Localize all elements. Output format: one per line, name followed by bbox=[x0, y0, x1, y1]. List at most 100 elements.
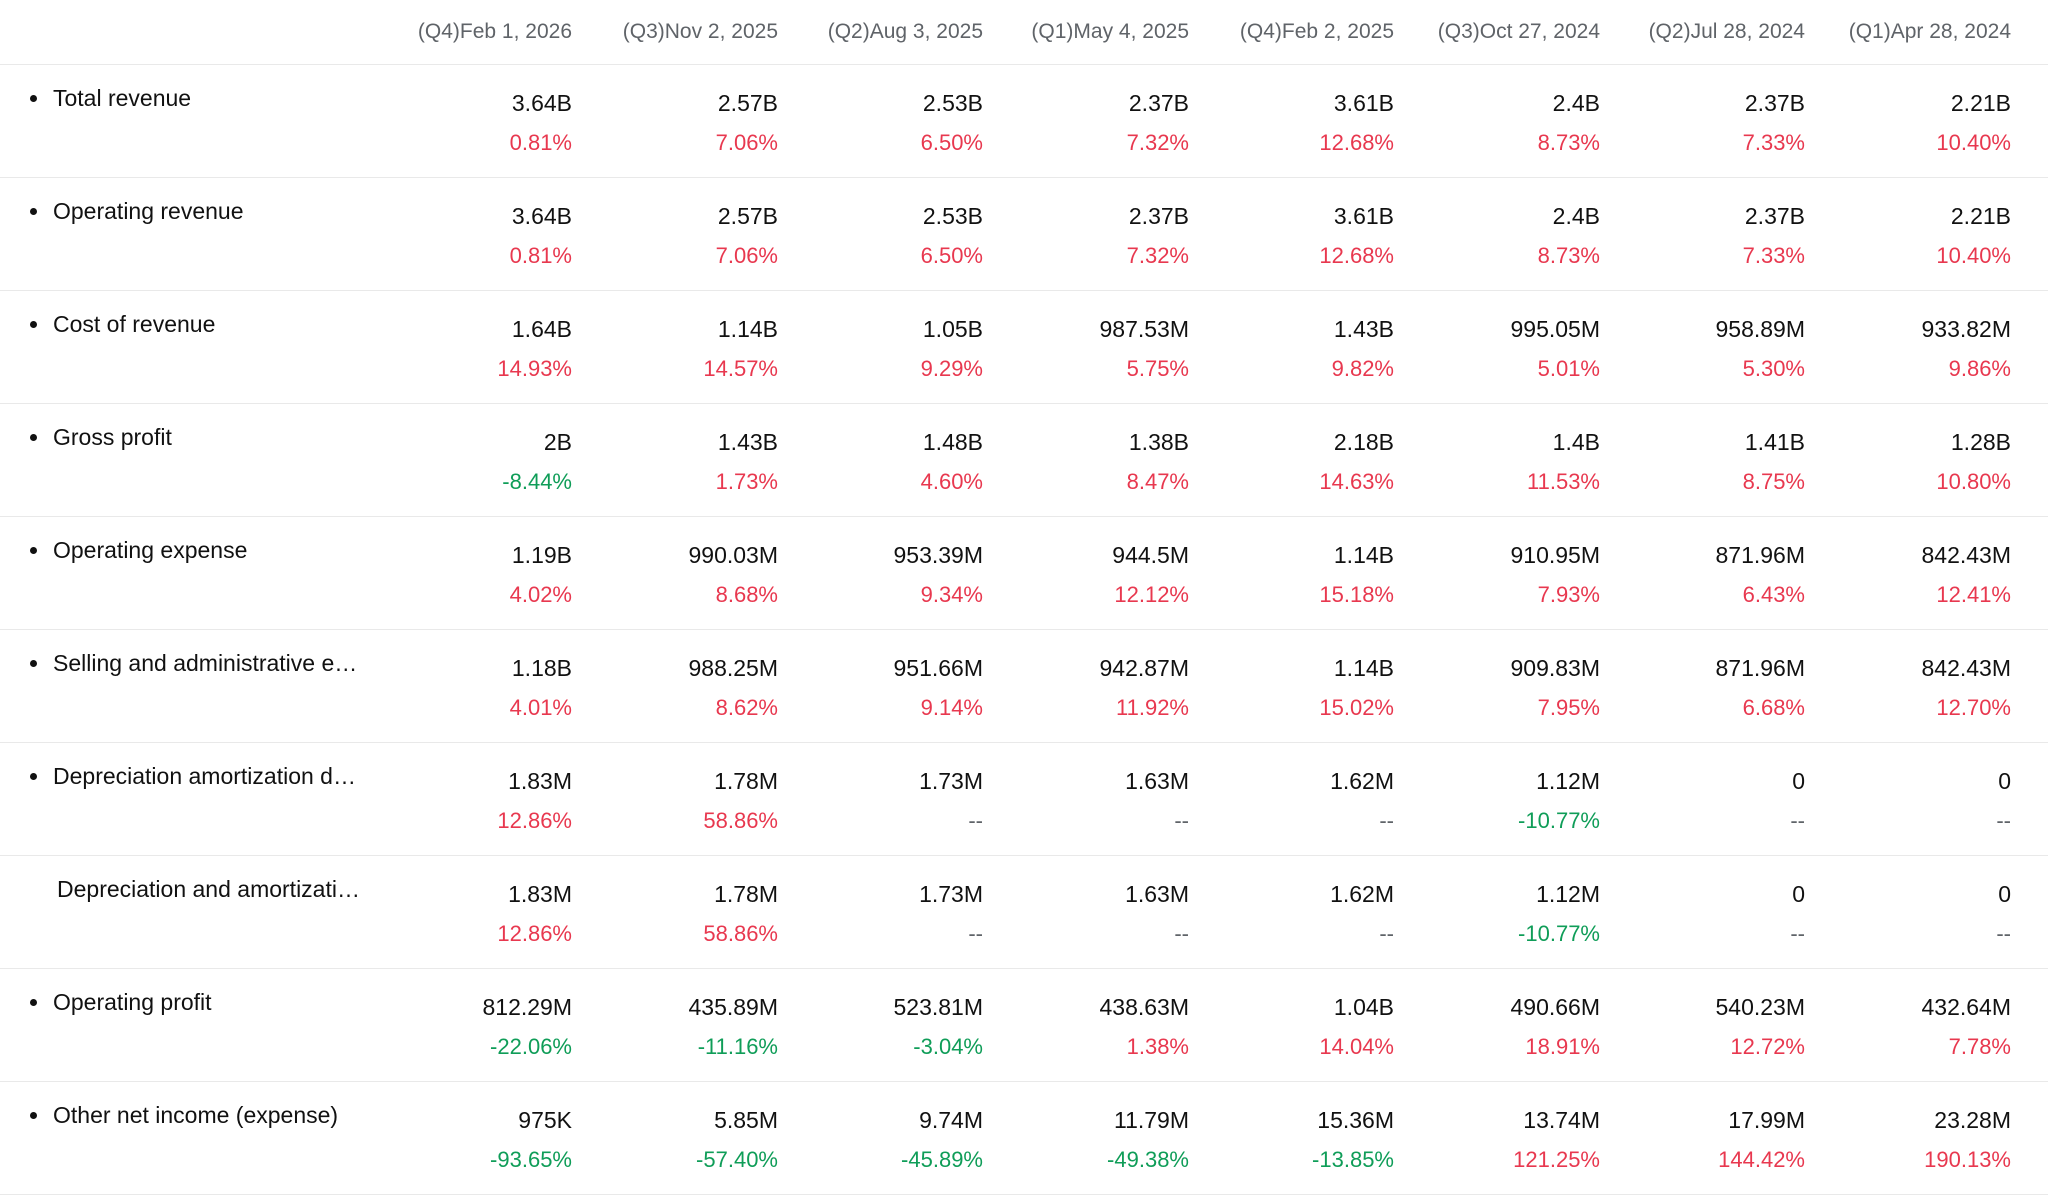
table-row[interactable]: Depreciation amortization d… 1.83M 12.86% 1… bbox=[0, 743, 2048, 856]
cell-change: -- bbox=[1379, 808, 1394, 833]
cell-value: 2.21B bbox=[1950, 90, 2011, 116]
column-header-2[interactable]: (Q2)Aug 3, 2025 bbox=[827, 20, 983, 43]
cell-change: 7.33% bbox=[1742, 243, 1805, 268]
row-label[interactable]: Operating revenue bbox=[30, 198, 370, 225]
cell-change: 7.32% bbox=[1126, 243, 1189, 268]
cell-change: 14.57% bbox=[703, 356, 778, 381]
table-cell: 1.28B 10.80% bbox=[1806, 404, 2011, 516]
cell-change: 12.86% bbox=[497, 921, 572, 946]
table-cell: 1.62M -- bbox=[1189, 743, 1394, 855]
cell-value: 812.29M bbox=[482, 994, 572, 1020]
column-header-4[interactable]: (Q4)Feb 2, 2025 bbox=[1239, 20, 1394, 43]
cell-change: 10.40% bbox=[1936, 243, 2011, 268]
table-cell: 910.95M 7.93% bbox=[1395, 517, 1600, 629]
cell-value: 1.78M bbox=[714, 881, 778, 907]
cell-change: 8.73% bbox=[1537, 243, 1600, 268]
table-row[interactable]: Total revenue 3.64B 0.81% 2.57B 7.06% 2.53B 6.… bbox=[0, 65, 2048, 178]
table-row[interactable]: Depreciation and amortizati… 1.83M 12.86% 1… bbox=[0, 856, 2048, 969]
table-cell: 17.99M 144.42% bbox=[1600, 1082, 1805, 1194]
row-label[interactable]: Depreciation and amortizati… bbox=[34, 876, 374, 903]
cell-value: 995.05M bbox=[1510, 316, 1600, 342]
cell-value: 3.64B bbox=[511, 203, 572, 229]
cell-value: 1.41B bbox=[1744, 429, 1805, 455]
cell-change: 12.86% bbox=[497, 808, 572, 833]
cell-value: 11.79M bbox=[1113, 1107, 1189, 1133]
bullet-icon bbox=[30, 321, 37, 328]
cell-value: 958.89M bbox=[1715, 316, 1805, 342]
table-cell: 0 -- bbox=[1806, 856, 2011, 968]
table-cell: 1.48B 4.60% bbox=[778, 404, 983, 516]
cell-value: 3.61B bbox=[1333, 203, 1394, 229]
row-label[interactable]: Gross profit bbox=[30, 424, 370, 451]
column-header-6[interactable]: (Q2)Jul 28, 2024 bbox=[1648, 20, 1805, 43]
cell-change: 7.93% bbox=[1537, 582, 1600, 607]
table-cell: 490.66M 18.91% bbox=[1395, 969, 1600, 1081]
cell-change: 5.01% bbox=[1537, 356, 1600, 381]
table-row[interactable]: Gross profit 2B -8.44% 1.43B 1.73% 1.48B 4.60%… bbox=[0, 404, 2048, 517]
cell-change: 5.75% bbox=[1126, 356, 1189, 381]
cell-value: 1.4B bbox=[1552, 429, 1600, 455]
table-cell: 871.96M 6.68% bbox=[1600, 630, 1805, 742]
cell-change: 14.04% bbox=[1319, 1034, 1394, 1059]
cell-value: 1.14B bbox=[1333, 655, 1394, 681]
cell-change: 6.50% bbox=[920, 243, 983, 268]
table-cell: 1.43B 1.73% bbox=[573, 404, 778, 516]
cell-change: -- bbox=[1790, 921, 1805, 946]
table-row[interactable]: Other net income (expense) 975K -93.65% 5.8… bbox=[0, 1082, 2048, 1195]
row-label-text: Gross profit bbox=[53, 424, 172, 450]
cell-change: 7.95% bbox=[1537, 695, 1600, 720]
table-row[interactable]: Operating profit 812.29M -22.06% 435.89M -11… bbox=[0, 969, 2048, 1082]
table-row[interactable]: Cost of revenue 1.64B 14.93% 1.14B 14.57% 1.0… bbox=[0, 291, 2048, 404]
cell-change: 9.29% bbox=[920, 356, 983, 381]
row-label[interactable]: Total revenue bbox=[30, 85, 370, 112]
cell-value: 1.04B bbox=[1333, 994, 1394, 1020]
column-header-1[interactable]: (Q3)Nov 2, 2025 bbox=[622, 20, 778, 43]
table-cell: 987.53M 5.75% bbox=[984, 291, 1189, 403]
table-cell: 1.78M 58.86% bbox=[573, 856, 778, 968]
cell-change: -- bbox=[1790, 808, 1805, 833]
table-cell: 2.57B 7.06% bbox=[573, 178, 778, 290]
column-header-3[interactable]: (Q1)May 4, 2025 bbox=[1031, 20, 1189, 43]
table-cell: 1.63M -- bbox=[984, 856, 1189, 968]
table-cell: 1.83M 12.86% bbox=[367, 856, 572, 968]
cell-change: 11.53% bbox=[1527, 469, 1600, 494]
cell-value: 842.43M bbox=[1921, 655, 2011, 681]
cell-change: -57.40% bbox=[696, 1147, 778, 1172]
table-row[interactable]: Selling and administrative e… 1.18B 4.01% 9… bbox=[0, 630, 2048, 743]
cell-value: 1.19B bbox=[511, 542, 572, 568]
cell-change: -- bbox=[968, 921, 983, 946]
row-label[interactable]: Operating profit bbox=[30, 989, 370, 1016]
cell-change: 12.68% bbox=[1319, 243, 1394, 268]
row-label[interactable]: Other net income (expense) bbox=[30, 1102, 370, 1129]
cell-value: 2.37B bbox=[1128, 203, 1189, 229]
cell-value: 540.23M bbox=[1715, 994, 1805, 1020]
column-header-0[interactable]: (Q4)Feb 1, 2026 bbox=[417, 20, 572, 43]
table-cell: 2.53B 6.50% bbox=[778, 65, 983, 177]
row-label-text: Selling and administrative e… bbox=[53, 650, 358, 676]
cell-change: 1.73% bbox=[715, 469, 778, 494]
cell-value: 2.57B bbox=[717, 90, 778, 116]
cell-value: 909.83M bbox=[1510, 655, 1600, 681]
cell-value: 1.14B bbox=[1333, 542, 1394, 568]
table-cell: 2.4B 8.73% bbox=[1395, 65, 1600, 177]
table-cell: 933.82M 9.86% bbox=[1806, 291, 2011, 403]
row-label[interactable]: Cost of revenue bbox=[30, 311, 370, 338]
cell-change: -- bbox=[1996, 921, 2011, 946]
cell-value: 2.4B bbox=[1552, 90, 1600, 116]
cell-value: 2.18B bbox=[1333, 429, 1394, 455]
cell-change: 58.86% bbox=[703, 808, 778, 833]
cell-change: 6.43% bbox=[1742, 582, 1805, 607]
row-label[interactable]: Depreciation amortization d… bbox=[30, 763, 370, 790]
cell-change: -3.04% bbox=[913, 1034, 983, 1059]
row-label[interactable]: Selling and administrative e… bbox=[30, 650, 370, 677]
cell-value: 2.21B bbox=[1950, 203, 2011, 229]
row-label[interactable]: Operating expense bbox=[30, 537, 370, 564]
table-row[interactable]: Operating revenue 3.64B 0.81% 2.57B 7.06% 2.5… bbox=[0, 178, 2048, 291]
table-cell: 1.83M 12.86% bbox=[367, 743, 572, 855]
cell-value: 975K bbox=[518, 1107, 572, 1133]
column-header-7[interactable]: (Q1)Apr 28, 2024 bbox=[1848, 20, 2011, 43]
cell-value: 871.96M bbox=[1715, 542, 1805, 568]
column-header-5[interactable]: (Q3)Oct 27, 2024 bbox=[1437, 20, 1600, 43]
cell-change: -- bbox=[1379, 921, 1394, 946]
table-row[interactable]: Operating expense 1.19B 4.02% 990.03M 8.68% 9… bbox=[0, 517, 2048, 630]
